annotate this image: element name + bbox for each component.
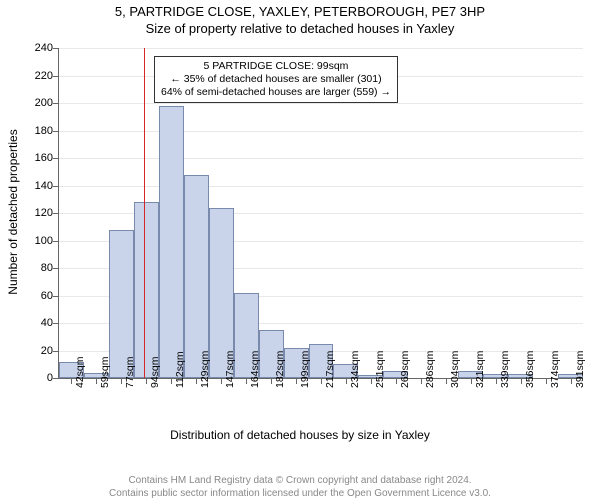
x-tick-label: 199sqm [299, 351, 311, 388]
y-tick [53, 158, 59, 159]
title-main: 5, PARTRIDGE CLOSE, YAXLEY, PETERBOROUGH… [0, 4, 600, 19]
y-tick [53, 131, 59, 132]
x-tick [571, 378, 572, 384]
x-tick [321, 378, 322, 384]
x-tick [546, 378, 547, 384]
x-tick-label: 391sqm [574, 351, 586, 388]
histogram-bar [159, 106, 184, 378]
x-tick-label: 129sqm [199, 351, 211, 388]
x-tick-label: 304sqm [449, 351, 461, 388]
x-tick [346, 378, 347, 384]
x-tick-label: 94sqm [149, 356, 161, 388]
x-tick-label: 234sqm [349, 351, 361, 388]
chart-container: Number of detached properties 5 PARTRIDG… [0, 42, 600, 452]
y-tick [53, 186, 59, 187]
x-tick-label: 251sqm [374, 351, 386, 388]
x-tick [421, 378, 422, 384]
footer-line-2: Contains public sector information licen… [0, 488, 600, 501]
y-tick-label: 220 [23, 70, 53, 82]
y-tick-label: 100 [23, 235, 53, 247]
x-tick [446, 378, 447, 384]
y-tick-label: 240 [23, 42, 53, 54]
x-tick-label: 269sqm [399, 351, 411, 388]
y-tick [53, 268, 59, 269]
x-tick-label: 339sqm [499, 351, 511, 388]
y-tick-label: 20 [23, 345, 53, 357]
y-tick-label: 120 [23, 207, 53, 219]
y-tick [53, 103, 59, 104]
x-tick-label: 147sqm [224, 351, 236, 388]
y-tick-label: 160 [23, 152, 53, 164]
y-tick-label: 0 [23, 372, 53, 384]
y-tick-label: 60 [23, 290, 53, 302]
footer-line-1: Contains HM Land Registry data © Crown c… [0, 475, 600, 488]
x-tick [371, 378, 372, 384]
info-box: 5 PARTRIDGE CLOSE: 99sqm ← 35% of detach… [154, 56, 398, 103]
x-tick-label: 164sqm [249, 351, 261, 388]
x-tick [521, 378, 522, 384]
x-tick [296, 378, 297, 384]
y-tick [53, 213, 59, 214]
y-tick [53, 351, 59, 352]
x-tick [246, 378, 247, 384]
x-tick [271, 378, 272, 384]
x-tick-label: 217sqm [324, 351, 336, 388]
x-tick [196, 378, 197, 384]
y-tick [53, 323, 59, 324]
y-tick-label: 80 [23, 262, 53, 274]
x-tick-label: 286sqm [424, 351, 436, 388]
gridline [59, 186, 583, 187]
x-tick-label: 374sqm [549, 351, 561, 388]
x-tick [471, 378, 472, 384]
y-tick [53, 48, 59, 49]
x-tick [71, 378, 72, 384]
y-tick-label: 200 [23, 97, 53, 109]
marker-line [144, 48, 145, 378]
y-tick-label: 180 [23, 125, 53, 137]
title-sub: Size of property relative to detached ho… [0, 21, 600, 36]
x-tick [396, 378, 397, 384]
y-tick [53, 241, 59, 242]
y-tick [53, 378, 59, 379]
x-tick-label: 59sqm [99, 356, 111, 388]
info-line-3: 64% of semi-detached houses are larger (… [161, 86, 391, 99]
gridline [59, 131, 583, 132]
x-axis-label: Distribution of detached houses by size … [0, 428, 600, 442]
y-tick [53, 296, 59, 297]
x-tick-label: 321sqm [474, 351, 486, 388]
x-tick-label: 182sqm [274, 351, 286, 388]
x-tick-label: 77sqm [124, 356, 136, 388]
info-line-1: 5 PARTRIDGE CLOSE: 99sqm [161, 60, 391, 73]
x-tick [221, 378, 222, 384]
x-tick-label: 42sqm [74, 356, 86, 388]
histogram-bar [134, 202, 159, 378]
y-axis-label: Number of detached properties [6, 129, 20, 294]
y-tick-label: 140 [23, 180, 53, 192]
plot-area: 5 PARTRIDGE CLOSE: 99sqm ← 35% of detach… [58, 48, 583, 379]
gridline [59, 48, 583, 49]
x-tick [146, 378, 147, 384]
footer: Contains HM Land Registry data © Crown c… [0, 475, 600, 500]
info-line-2: ← 35% of detached houses are smaller (30… [161, 73, 391, 86]
x-tick [96, 378, 97, 384]
gridline [59, 158, 583, 159]
x-tick [171, 378, 172, 384]
x-tick [121, 378, 122, 384]
x-tick-label: 112sqm [174, 351, 186, 388]
histogram-bar [184, 175, 209, 379]
x-tick-label: 356sqm [524, 351, 536, 388]
x-tick [496, 378, 497, 384]
y-tick-label: 40 [23, 317, 53, 329]
y-tick [53, 76, 59, 77]
